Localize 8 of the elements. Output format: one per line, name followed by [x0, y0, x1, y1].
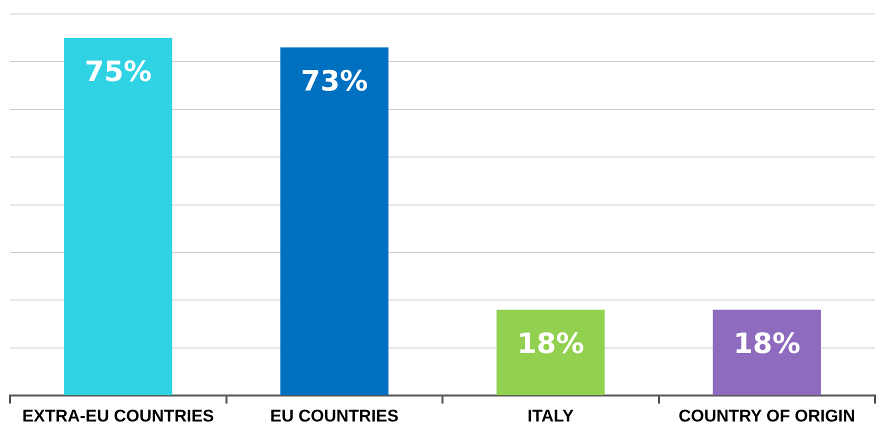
x-tick-label: EXTRA-EU COUNTRIES: [22, 406, 214, 426]
x-tick-label: COUNTRY OF ORIGIN: [678, 406, 856, 426]
data-label: 18%: [733, 327, 800, 360]
x-tick-label: EU COUNTRIES: [270, 406, 399, 426]
x-tick-label: ITALY: [527, 406, 574, 426]
data-label: 75%: [84, 55, 152, 88]
data-label: 18%: [517, 327, 584, 360]
data-label: 73%: [300, 64, 368, 98]
